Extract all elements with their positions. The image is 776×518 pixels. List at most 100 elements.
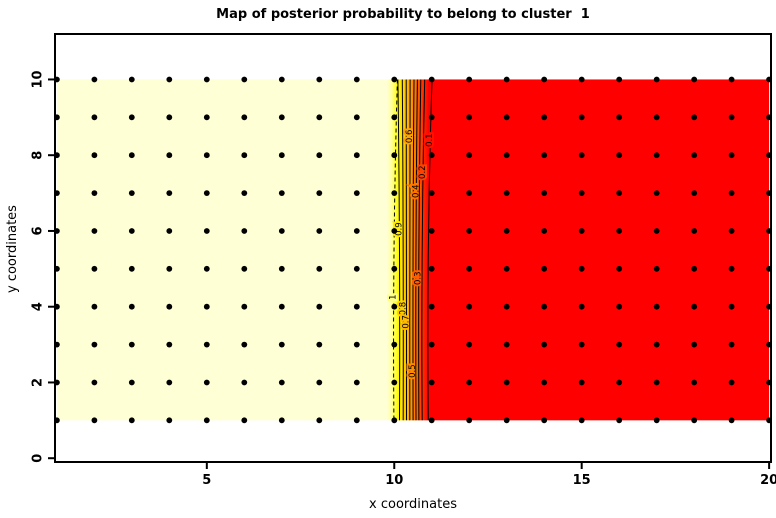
grid-point-dot: [503, 76, 510, 83]
y-tick-label: 4: [31, 302, 46, 311]
grid-point-dot: [728, 152, 735, 159]
y-tick-label: 2: [30, 378, 45, 387]
grid-point-dot: [391, 76, 398, 83]
grid-point-dot: [353, 265, 360, 272]
grid-point-dot: [166, 228, 173, 234]
y-tick-label: 0: [31, 454, 46, 463]
grid-point-dot: [616, 76, 623, 83]
grid-point-dot: [428, 190, 435, 197]
grid-point-dot: [91, 228, 98, 234]
grid-point-dot: [91, 303, 98, 310]
grid-point-dot: [241, 417, 248, 424]
grid-point-dot: [391, 228, 398, 234]
grid-point-dot: [353, 76, 360, 83]
grid-point-dot: [616, 228, 623, 234]
grid-point-dot: [503, 228, 510, 234]
grid-point-dot: [278, 341, 285, 348]
grid-point-dot: [353, 379, 360, 386]
grid-point-dot: [691, 379, 698, 386]
grid-point-dot: [316, 341, 323, 348]
contour-line-0.3: [418, 79, 422, 421]
y-tick-label: 10: [30, 70, 45, 88]
grid-point-dot: [728, 341, 735, 348]
grid-point-dot: [728, 417, 735, 424]
grid-point-dot: [91, 190, 98, 197]
grid-point-dot: [691, 76, 698, 83]
grid-point-dot: [578, 303, 585, 310]
grid-point-dot: [691, 265, 698, 272]
grid-point-dot: [166, 265, 173, 272]
grid-point-dot: [203, 417, 210, 424]
grid-point-dot: [691, 341, 698, 348]
grid-point-dot: [578, 228, 585, 234]
contour-line-0.8: [401, 79, 404, 421]
grid-point-dot: [578, 265, 585, 272]
grid-point-dot: [541, 265, 548, 272]
contour-label-0.5: 0.5: [408, 364, 418, 378]
grid-point-dot: [691, 152, 698, 159]
grid-point-dot: [691, 114, 698, 121]
grid-point-dot: [128, 303, 135, 310]
plot-title: Map of posterior probability to belong t…: [216, 7, 590, 22]
plot-box: [54, 33, 772, 463]
contour-label-0.2: 0.2: [418, 165, 428, 179]
grid-point-dot: [653, 228, 660, 234]
grid-point-dot: [428, 76, 435, 83]
grid-point-dot: [241, 265, 248, 272]
grid-point-dot: [616, 379, 623, 386]
grid-point-dot: [128, 152, 135, 159]
x-tick-label: 20: [760, 473, 776, 488]
grid-point-dot: [466, 265, 473, 272]
grid-point-dot: [466, 76, 473, 83]
contour-label-0.1: 0.1: [425, 133, 435, 147]
grid-point-dot: [428, 114, 435, 121]
y-axis-label: y coordinates: [5, 205, 20, 293]
grid-point-dot: [316, 76, 323, 83]
grid-point-dot: [203, 76, 210, 83]
grid-point-dot: [728, 265, 735, 272]
contour-line-0.2: [421, 79, 426, 421]
grid-point-dot: [128, 417, 135, 424]
grid-point-dot: [241, 114, 248, 121]
grid-point-dot: [578, 76, 585, 83]
y-tick-label: 8: [31, 151, 46, 160]
grid-point-dot: [353, 114, 360, 121]
grid-point-dot: [541, 379, 548, 386]
grid-point-dot: [728, 114, 735, 121]
contour-line-0.1: [427, 79, 433, 421]
grid-point-dot: [353, 190, 360, 197]
grid-point-dot: [653, 379, 660, 386]
grid-point-dot: [203, 152, 210, 159]
grid-point-dot: [128, 228, 135, 234]
grid-point-dot: [278, 228, 285, 234]
grid-point-dot: [578, 417, 585, 424]
grid-point-dot: [616, 190, 623, 197]
grid-point-dot: [578, 190, 585, 197]
grid-point-dot: [241, 76, 248, 83]
contour-line-0.4: [415, 79, 418, 421]
grid-point-dot: [316, 114, 323, 121]
grid-point-dot: [91, 76, 98, 83]
grid-point-dot: [653, 341, 660, 348]
grid-point-dot: [166, 417, 173, 424]
grid-point-dot: [353, 303, 360, 310]
grid-point-dot: [503, 114, 510, 121]
grid-point-dot: [128, 190, 135, 197]
grid-point-dot: [278, 76, 285, 83]
contour-line-1: [393, 79, 398, 421]
grid-point-dot: [353, 417, 360, 424]
grid-point-dot: [241, 379, 248, 386]
grid-point-dot: [728, 190, 735, 197]
grid-point-dot: [503, 417, 510, 424]
grid-point-dot: [616, 303, 623, 310]
grid-point-dot: [353, 228, 360, 234]
grid-point-dot: [653, 152, 660, 159]
grid-point-dot: [503, 265, 510, 272]
grid-point-dot: [466, 114, 473, 121]
grid-point-dot: [241, 303, 248, 310]
grid-point-dot: [541, 341, 548, 348]
grid-point-dot: [278, 379, 285, 386]
grid-point-dot: [578, 114, 585, 121]
